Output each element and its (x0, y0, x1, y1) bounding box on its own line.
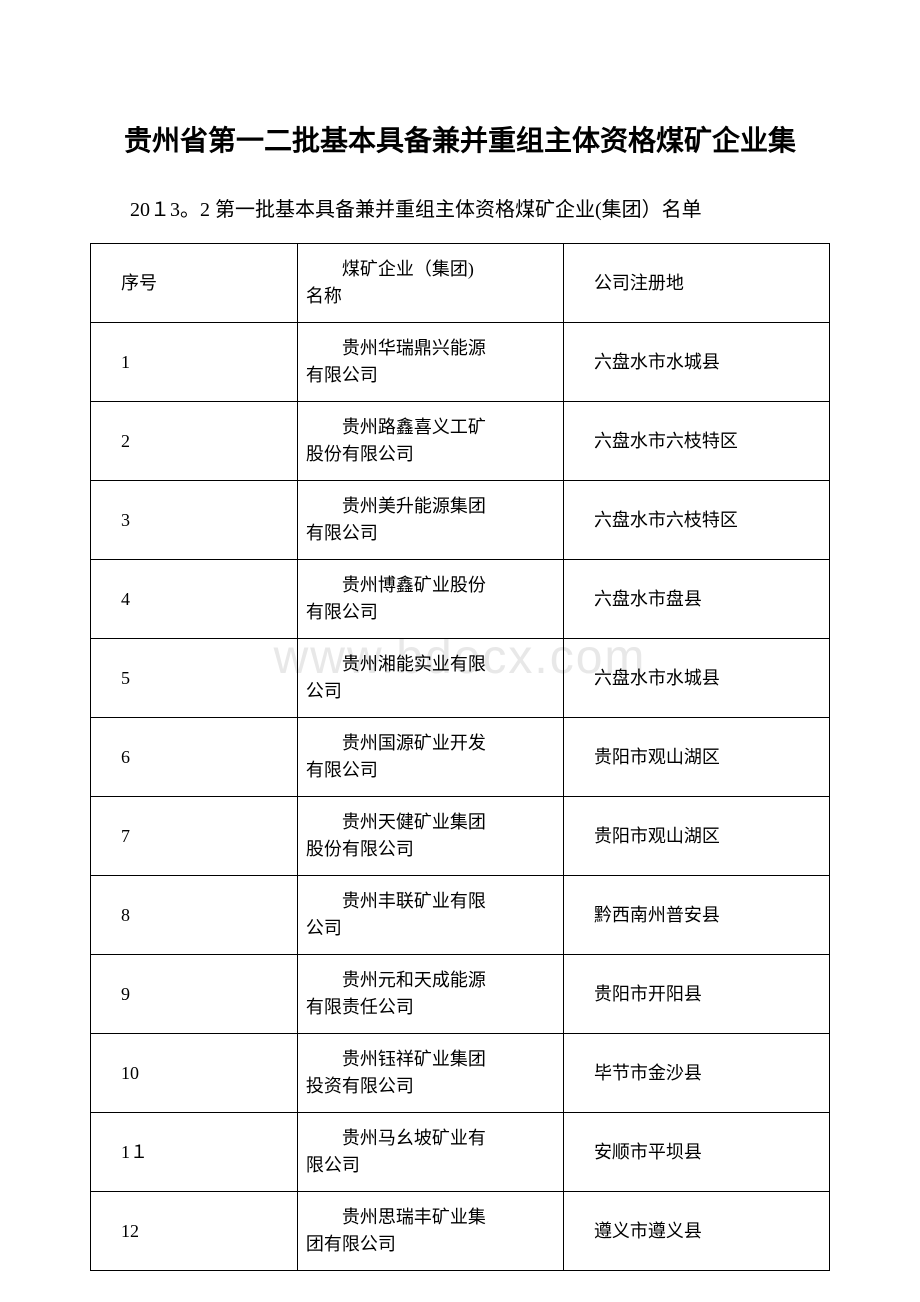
table-row: 4贵州博鑫矿业股份有限公司六盘水市盘县 (91, 560, 830, 639)
cell-location: 六盘水市六枝特区 (563, 481, 829, 560)
table-row: 8贵州丰联矿业有限公司黔西南州普安县 (91, 876, 830, 955)
cell-location: 六盘水市盘县 (563, 560, 829, 639)
cell-location: 贵阳市观山湖区 (563, 718, 829, 797)
cell-name-line2: 有限公司 (306, 365, 378, 385)
cell-name: 贵州博鑫矿业股份有限公司 (297, 560, 563, 639)
cell-location: 六盘水市水城县 (563, 639, 829, 718)
cell-name-line2: 股份有限公司 (306, 839, 414, 859)
cell-location: 贵阳市观山湖区 (563, 797, 829, 876)
cell-number: 8 (91, 876, 298, 955)
table-row: 9贵州元和天成能源有限责任公司贵阳市开阳县 (91, 955, 830, 1034)
cell-name: 贵州丰联矿业有限公司 (297, 876, 563, 955)
cell-name-line1: 贵州元和天成能源 (306, 967, 555, 994)
cell-name-line1: 贵州钰祥矿业集团 (306, 1046, 555, 1073)
cell-location: 贵阳市开阳县 (563, 955, 829, 1034)
cell-name-line2: 股份有限公司 (306, 444, 414, 464)
table-row: 5贵州湘能实业有限公司六盘水市水城县 (91, 639, 830, 718)
table-row: 6贵州国源矿业开发有限公司贵阳市观山湖区 (91, 718, 830, 797)
table-row: 3贵州美升能源集团有限公司六盘水市六枝特区 (91, 481, 830, 560)
cell-name: 贵州路鑫喜义工矿股份有限公司 (297, 402, 563, 481)
cell-number: 9 (91, 955, 298, 1034)
cell-name: 贵州马幺坡矿业有限公司 (297, 1113, 563, 1192)
table-row: 1１贵州马幺坡矿业有限公司安顺市平坝县 (91, 1113, 830, 1192)
cell-name-line1: 贵州国源矿业开发 (306, 730, 555, 757)
cell-name-line1: 贵州马幺坡矿业有 (306, 1125, 555, 1152)
cell-number: 4 (91, 560, 298, 639)
cell-location: 遵义市遵义县 (563, 1192, 829, 1271)
cell-name-line1: 贵州美升能源集团 (306, 493, 555, 520)
document-subtitle: 20１3。2 第一批基本具备兼并重组主体资格煤矿企业(集团）名单 (90, 192, 830, 228)
document-title: 贵州省第一二批基本具备兼并重组主体资格煤矿企业集 (90, 120, 830, 162)
cell-name-line2: 团有限公司 (306, 1234, 396, 1254)
cell-name-line2: 有限责任公司 (306, 997, 414, 1017)
cell-name-line1: 贵州路鑫喜义工矿 (306, 414, 555, 441)
cell-name-line2: 有限公司 (306, 760, 378, 780)
cell-number: 6 (91, 718, 298, 797)
header-name-line1: 煤矿企业（集团) (306, 256, 555, 283)
cell-name: 贵州思瑞丰矿业集团有限公司 (297, 1192, 563, 1271)
cell-number: 5 (91, 639, 298, 718)
enterprise-table: 序号 煤矿企业（集团) 名称 公司注册地 1贵州华瑞鼎兴能源有限公司六盘水市水城… (90, 243, 830, 1271)
header-number: 序号 (91, 244, 298, 323)
cell-name-line1: 贵州华瑞鼎兴能源 (306, 335, 555, 362)
table-row: 10贵州钰祥矿业集团投资有限公司毕节市金沙县 (91, 1034, 830, 1113)
cell-name: 贵州华瑞鼎兴能源有限公司 (297, 323, 563, 402)
cell-name-line2: 投资有限公司 (306, 1076, 414, 1096)
document-content: 贵州省第一二批基本具备兼并重组主体资格煤矿企业集 20１3。2 第一批基本具备兼… (90, 120, 830, 1271)
cell-name-line2: 公司 (306, 918, 342, 938)
cell-location: 黔西南州普安县 (563, 876, 829, 955)
cell-name-line1: 贵州天健矿业集团 (306, 809, 555, 836)
cell-number: 1 (91, 323, 298, 402)
cell-number: 1１ (91, 1113, 298, 1192)
table-row: 2贵州路鑫喜义工矿股份有限公司六盘水市六枝特区 (91, 402, 830, 481)
cell-name-line1: 贵州博鑫矿业股份 (306, 572, 555, 599)
header-location: 公司注册地 (563, 244, 829, 323)
cell-name: 贵州湘能实业有限公司 (297, 639, 563, 718)
cell-name-line2: 限公司 (306, 1155, 360, 1175)
cell-number: 7 (91, 797, 298, 876)
cell-name-line2: 公司 (306, 681, 342, 701)
cell-number: 10 (91, 1034, 298, 1113)
header-name: 煤矿企业（集团) 名称 (297, 244, 563, 323)
cell-name-line1: 贵州湘能实业有限 (306, 651, 555, 678)
cell-name: 贵州国源矿业开发有限公司 (297, 718, 563, 797)
cell-name-line1: 贵州丰联矿业有限 (306, 888, 555, 915)
cell-number: 12 (91, 1192, 298, 1271)
cell-name: 贵州钰祥矿业集团投资有限公司 (297, 1034, 563, 1113)
cell-name: 贵州美升能源集团有限公司 (297, 481, 563, 560)
table-row: 12贵州思瑞丰矿业集团有限公司遵义市遵义县 (91, 1192, 830, 1271)
cell-name: 贵州天健矿业集团股份有限公司 (297, 797, 563, 876)
cell-location: 安顺市平坝县 (563, 1113, 829, 1192)
header-name-line2: 名称 (306, 286, 342, 306)
cell-location: 毕节市金沙县 (563, 1034, 829, 1113)
cell-name-line1: 贵州思瑞丰矿业集 (306, 1204, 555, 1231)
cell-number: 3 (91, 481, 298, 560)
cell-name: 贵州元和天成能源有限责任公司 (297, 955, 563, 1034)
cell-name-line2: 有限公司 (306, 523, 378, 543)
table-row: 7贵州天健矿业集团股份有限公司贵阳市观山湖区 (91, 797, 830, 876)
cell-name-line2: 有限公司 (306, 602, 378, 622)
cell-location: 六盘水市水城县 (563, 323, 829, 402)
table-header-row: 序号 煤矿企业（集团) 名称 公司注册地 (91, 244, 830, 323)
cell-location: 六盘水市六枝特区 (563, 402, 829, 481)
cell-number: 2 (91, 402, 298, 481)
table-row: 1贵州华瑞鼎兴能源有限公司六盘水市水城县 (91, 323, 830, 402)
